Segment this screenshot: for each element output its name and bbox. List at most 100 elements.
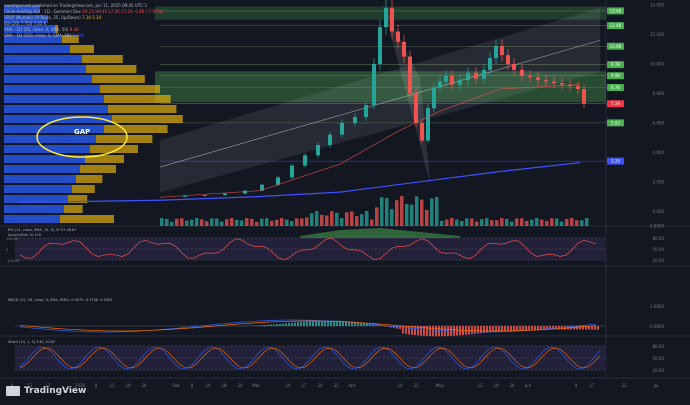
macd-histogram-bar bbox=[519, 326, 521, 330]
macd-histogram-bar bbox=[315, 321, 317, 326]
x-axis-label: Mar bbox=[252, 383, 260, 388]
macd-histogram-bar bbox=[411, 326, 413, 335]
sma2-line: SMA · 1D (200, close, 0, SMA, 20) 3.404 bbox=[4, 33, 84, 38]
candle-body bbox=[203, 195, 207, 196]
macd-histogram-bar bbox=[489, 326, 491, 332]
volume-bar bbox=[555, 219, 559, 226]
candle-body bbox=[390, 8, 394, 32]
macd-label: MACD (12, 26, close, 9, EMA, EMA) -0.907… bbox=[8, 298, 113, 302]
macd-histogram-bar bbox=[576, 326, 578, 330]
volume-bar bbox=[440, 221, 444, 226]
price-axis-tick: 10.000 bbox=[650, 61, 664, 66]
volume-bar bbox=[420, 200, 424, 226]
x-axis-label: 11 bbox=[109, 383, 115, 388]
x-axis-label: 8 bbox=[95, 383, 98, 388]
volume-bar bbox=[315, 211, 319, 226]
macd-histogram-bar bbox=[453, 326, 455, 336]
macd-histogram-bar bbox=[531, 326, 533, 330]
volume-bar bbox=[330, 211, 334, 226]
macd-histogram-bar bbox=[597, 326, 599, 330]
volume-bar bbox=[445, 220, 449, 226]
macd-histogram-bar bbox=[435, 326, 437, 336]
volume-bar bbox=[325, 215, 329, 226]
x-axis-label: 26 bbox=[141, 383, 147, 388]
price-axis-tick: 0.000 bbox=[653, 209, 665, 214]
candle-body bbox=[223, 194, 227, 195]
candle-body bbox=[466, 73, 470, 80]
candle-body bbox=[552, 82, 556, 83]
brand-name: TradingView bbox=[24, 386, 86, 396]
candle-body bbox=[402, 42, 406, 57]
macd-histogram-bar bbox=[303, 322, 305, 326]
volume-profile-buy bbox=[4, 65, 86, 73]
macd-histogram-bar bbox=[270, 325, 272, 326]
candle-body bbox=[340, 123, 344, 135]
candle-body bbox=[408, 57, 412, 94]
x-axis-label: Apr bbox=[349, 383, 356, 388]
volume-profile-sell bbox=[112, 115, 183, 123]
candle-body bbox=[536, 77, 540, 80]
macd-histogram-bar bbox=[528, 326, 530, 330]
macd-histogram-bar bbox=[504, 326, 506, 331]
volume-profile-buy bbox=[4, 55, 82, 63]
price-axis-tick: 2.000 bbox=[653, 179, 665, 184]
macd-histogram-bar bbox=[297, 322, 299, 326]
candle-body bbox=[372, 64, 376, 105]
macd-histogram-bar bbox=[273, 324, 275, 326]
price-axis-tick: 4.000 bbox=[653, 150, 665, 155]
volume-profile-buy bbox=[4, 45, 70, 53]
macd-histogram-bar bbox=[429, 326, 431, 336]
candle-body bbox=[528, 76, 532, 77]
volume-bar bbox=[510, 222, 514, 226]
volume-bar bbox=[210, 218, 214, 226]
volume-bar bbox=[580, 220, 584, 226]
volume-bar bbox=[540, 220, 544, 226]
resistance-zone bbox=[155, 6, 606, 19]
volume-profile-buy bbox=[4, 85, 100, 93]
candle-body bbox=[396, 32, 400, 42]
macd-histogram-bar bbox=[456, 326, 458, 336]
volume-bar bbox=[485, 218, 489, 226]
x-axis-label: 17 bbox=[589, 383, 595, 388]
macd-histogram-bar bbox=[501, 326, 503, 331]
macd-histogram-bar bbox=[537, 326, 539, 330]
volume-bar bbox=[365, 211, 369, 226]
volume-bar bbox=[175, 219, 179, 226]
candle-body bbox=[494, 46, 498, 58]
volume-bar bbox=[205, 221, 209, 226]
stoch-tick: 50.00 bbox=[653, 356, 665, 361]
volume-bar bbox=[265, 218, 269, 226]
price-level-label: 3.29 bbox=[611, 159, 620, 164]
x-axis-label: 31 bbox=[333, 383, 339, 388]
x-axis-label: Jun bbox=[524, 383, 532, 388]
volume-bar bbox=[465, 218, 469, 226]
volume-profile-buy bbox=[4, 185, 72, 193]
volume-bar bbox=[290, 221, 294, 226]
volume-profile-sell bbox=[104, 125, 168, 133]
volume-bar bbox=[340, 218, 344, 226]
volume-bar bbox=[385, 198, 389, 226]
candle-body bbox=[426, 108, 430, 140]
volume-bar bbox=[470, 219, 474, 226]
candle-body bbox=[432, 88, 436, 109]
tradingview-logo[interactable]: TradingView bbox=[6, 384, 86, 398]
macd-histogram-bar bbox=[426, 326, 428, 336]
volume-bar bbox=[495, 220, 499, 226]
volume-bar bbox=[260, 219, 264, 226]
rsi-label: RSI (14, close, SMA, 14, 5) 37.57 48.87 bbox=[8, 228, 76, 232]
volume-bar bbox=[450, 218, 454, 226]
volume-bar bbox=[285, 219, 289, 226]
macd-histogram-bar bbox=[405, 326, 407, 334]
macd-histogram-bar bbox=[300, 322, 302, 326]
macd-histogram-bar bbox=[438, 326, 440, 336]
price-level-label: 8.7B bbox=[611, 85, 620, 90]
volume-profile-sell bbox=[92, 75, 145, 83]
volume-bar bbox=[300, 219, 304, 226]
volume-bar bbox=[220, 221, 224, 226]
volume-bar bbox=[320, 215, 324, 226]
volume-bar bbox=[575, 220, 579, 226]
volume-bar bbox=[525, 221, 529, 226]
candle-body bbox=[488, 58, 492, 70]
